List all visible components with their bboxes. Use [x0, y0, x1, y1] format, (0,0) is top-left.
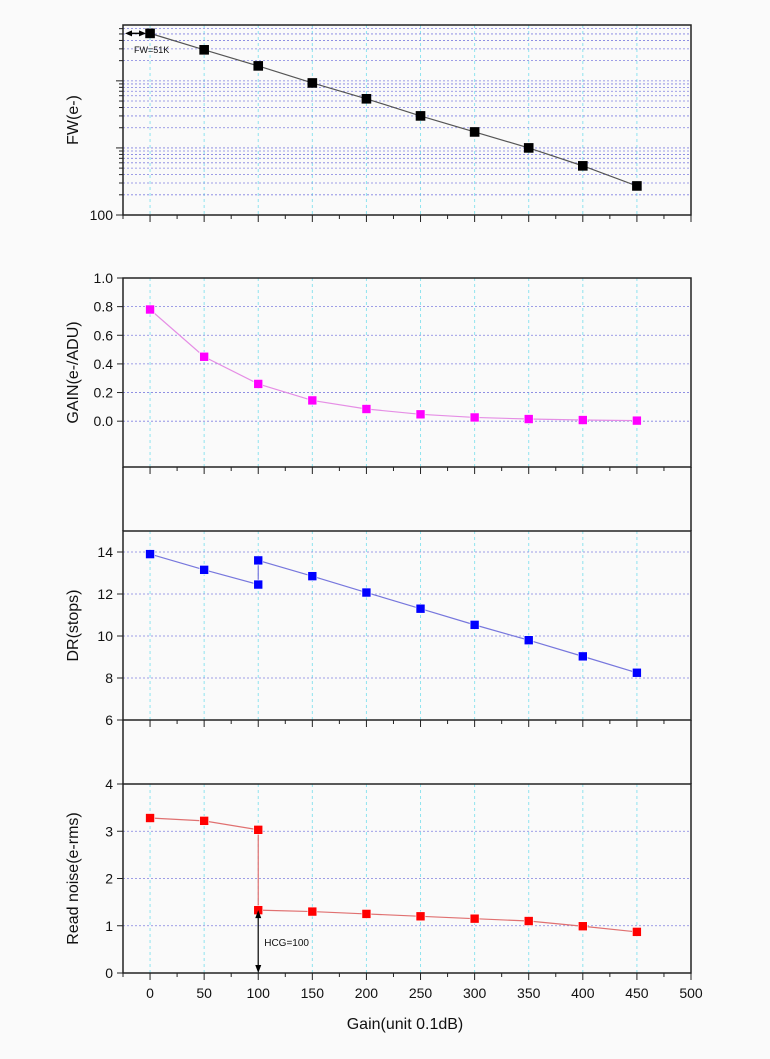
y-tick-label: 1	[105, 918, 113, 934]
data-point	[199, 351, 209, 362]
y-tick-label: 100	[90, 207, 114, 223]
data-point	[361, 909, 372, 919]
y-tick-label: 1.0	[94, 270, 114, 286]
y-tick-label: 0.8	[94, 299, 114, 315]
fw-annotation: FW=51K	[134, 45, 169, 55]
panel-frame	[122, 24, 692, 216]
panel-frame	[122, 277, 692, 468]
data-point	[469, 127, 480, 137]
x-tick-label: 400	[571, 985, 595, 1001]
x-tick-label: 0	[146, 985, 154, 1001]
panel-1: 0.0 0.2 0.4 0.6 0.8 1.0 GAIN(e-/ADU)	[65, 270, 692, 474]
y-tick-label: 0.2	[94, 385, 114, 401]
data-point	[632, 181, 642, 191]
x-tick-label: 500	[679, 985, 703, 1001]
data-point	[415, 911, 426, 922]
data-point	[578, 921, 588, 932]
data-point	[145, 549, 155, 559]
data-point	[469, 913, 480, 924]
panel-frame	[122, 783, 692, 974]
y-tick-label: 12	[97, 586, 113, 602]
data-point	[523, 635, 534, 646]
series-line	[149, 32, 638, 187]
y-tick-label: 8	[105, 670, 113, 686]
data-point	[578, 415, 588, 425]
data-point	[199, 816, 209, 826]
y-tick-label: 10	[97, 628, 113, 644]
y-axis-label: GAIN(e-/ADU)	[65, 321, 82, 423]
data-point	[523, 143, 534, 153]
y-tick-label: 2	[105, 871, 113, 887]
y-tick-label: 4	[105, 776, 113, 792]
data-point	[415, 409, 426, 420]
panel-3: 0 1 2 3 4 Read noise(e-rms) HCG=100 0 50 100 150 20…	[65, 776, 703, 1033]
x-axis-label: Gain(unit 0.1dB)	[347, 1016, 464, 1033]
series-line	[149, 309, 637, 422]
data-point	[253, 825, 264, 835]
x-tick-label: 200	[355, 985, 379, 1001]
x-tick-label: 100	[247, 985, 271, 1001]
hcg-annotation: HCG=100	[264, 938, 309, 949]
data-point	[253, 555, 264, 566]
data-point	[469, 620, 480, 630]
x-tick-label: 50	[196, 985, 212, 1001]
data-point	[632, 667, 642, 678]
x-tick-label: 250	[409, 985, 433, 1001]
x-tick-label: 300	[463, 985, 487, 1001]
y-axis-label: FW(e-)	[65, 95, 82, 145]
x-tick-label: 350	[517, 985, 541, 1001]
y-tick-label: 0	[105, 965, 113, 981]
y-tick-label: 0.4	[94, 356, 114, 372]
fw-arrow-head-left	[125, 30, 132, 37]
y-axis-label: DR(stops)	[65, 589, 82, 661]
data-point	[145, 28, 155, 39]
series-line	[150, 817, 637, 933]
data-point	[523, 916, 534, 926]
data-point	[361, 93, 372, 104]
data-point	[307, 906, 318, 917]
data-point	[415, 111, 426, 121]
data-point	[307, 395, 318, 406]
data-point	[578, 651, 588, 662]
y-tick-label: 0.6	[94, 327, 114, 343]
data-point	[361, 404, 372, 414]
data-point	[361, 587, 372, 598]
panel-frame	[122, 530, 692, 721]
data-point	[632, 415, 642, 426]
data-point	[632, 927, 642, 937]
data-point	[253, 379, 264, 389]
y-axis-label: Read noise(e-rms)	[65, 812, 82, 944]
data-point	[199, 45, 209, 55]
data-point	[253, 61, 264, 71]
data-point	[469, 412, 480, 423]
panel-2: 6 8 10 12 14 DR(stops)	[65, 530, 692, 728]
data-point	[253, 579, 264, 590]
hcg-arrow-head-down	[255, 965, 262, 973]
series-line	[149, 553, 638, 674]
y-tick-label: 3	[105, 823, 113, 839]
data-point	[145, 813, 155, 823]
hcg-arrow-head-up	[255, 910, 262, 919]
data-point	[578, 161, 588, 171]
data-point	[199, 565, 209, 575]
y-tick-label: 14	[97, 544, 113, 560]
x-tick-label: 450	[625, 985, 649, 1001]
data-point	[145, 304, 155, 315]
fw-arrow-head-right	[139, 30, 147, 37]
y-tick-label: 0.0	[94, 413, 114, 429]
panel-0: 100 FW(e-) FW=51K	[65, 24, 692, 223]
data-point	[415, 603, 426, 614]
y-tick-label: 6	[105, 712, 113, 728]
data-point	[307, 78, 318, 88]
data-point	[523, 414, 534, 424]
x-tick-label: 150	[301, 985, 325, 1001]
data-point	[307, 571, 318, 581]
